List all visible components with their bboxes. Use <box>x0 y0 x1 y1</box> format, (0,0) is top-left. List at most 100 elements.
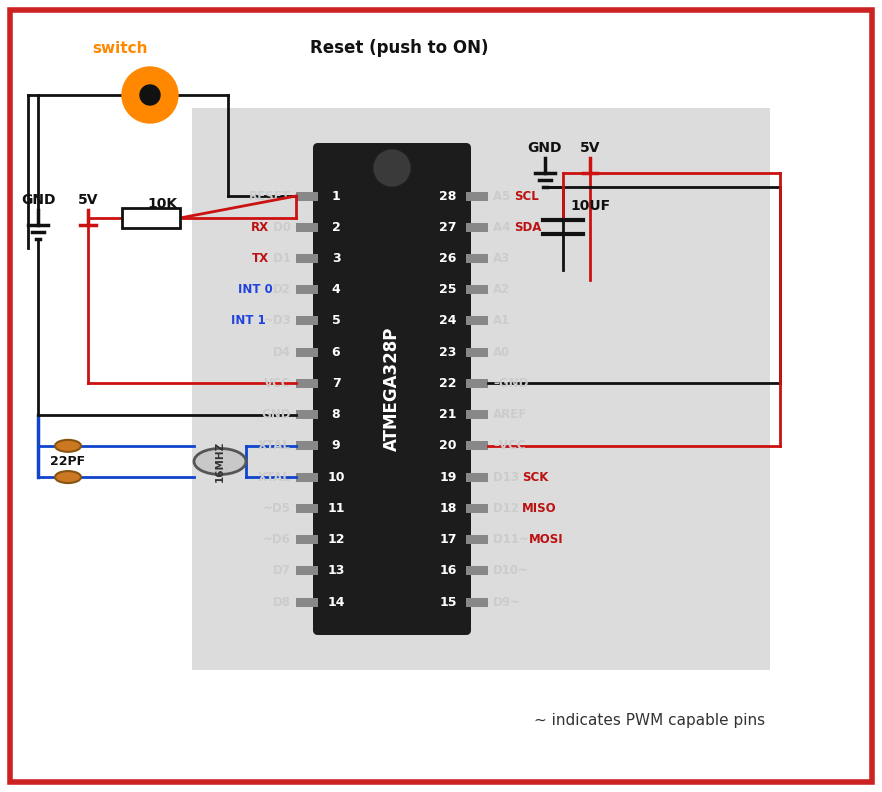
Circle shape <box>122 67 178 123</box>
Text: GND: GND <box>21 193 56 207</box>
Bar <box>296 348 318 356</box>
Text: TX: TX <box>252 252 269 265</box>
Text: GND: GND <box>261 408 291 421</box>
Bar <box>466 597 488 607</box>
Text: 18: 18 <box>439 502 457 515</box>
Text: ~D6: ~D6 <box>263 533 291 546</box>
Bar <box>466 285 488 294</box>
Bar <box>466 473 488 482</box>
Text: 11: 11 <box>327 502 345 515</box>
Text: 5V: 5V <box>579 141 601 155</box>
Text: 27: 27 <box>439 221 457 234</box>
Ellipse shape <box>55 471 81 483</box>
Circle shape <box>140 85 160 105</box>
Text: A2: A2 <box>493 284 511 296</box>
Text: D13: D13 <box>493 470 523 484</box>
Text: switch: switch <box>93 40 148 55</box>
Bar <box>296 192 318 200</box>
Text: A5: A5 <box>493 189 514 203</box>
Text: 25: 25 <box>439 284 457 296</box>
Text: 3: 3 <box>332 252 340 265</box>
Text: A4: A4 <box>493 221 514 234</box>
Bar <box>466 192 488 200</box>
Text: 5V: 5V <box>78 193 98 207</box>
Text: Reset (push to ON): Reset (push to ON) <box>310 39 489 57</box>
Bar <box>466 348 488 356</box>
Bar <box>192 108 770 670</box>
Text: 6: 6 <box>332 345 340 359</box>
Text: A3: A3 <box>493 252 511 265</box>
Text: ~D5: ~D5 <box>263 502 291 515</box>
Ellipse shape <box>194 448 246 474</box>
Bar <box>466 441 488 451</box>
Text: A0: A0 <box>493 345 511 359</box>
Text: 12: 12 <box>327 533 345 546</box>
Bar <box>296 473 318 482</box>
Text: 1: 1 <box>332 189 340 203</box>
Text: D7: D7 <box>273 564 291 577</box>
Text: D11~: D11~ <box>493 533 533 546</box>
Text: XTAL: XTAL <box>258 440 291 452</box>
Text: 21: 21 <box>439 408 457 421</box>
Text: D1: D1 <box>269 252 291 265</box>
Text: GND: GND <box>527 141 562 155</box>
Text: VCC: VCC <box>265 377 291 390</box>
Bar <box>466 223 488 232</box>
Text: AREF: AREF <box>493 408 527 421</box>
Bar <box>296 254 318 263</box>
Text: D8: D8 <box>273 596 291 608</box>
Text: 8: 8 <box>332 408 340 421</box>
Ellipse shape <box>55 440 81 452</box>
Text: ~ indicates PWM capable pins: ~ indicates PWM capable pins <box>534 713 766 728</box>
Bar <box>296 410 318 419</box>
Bar <box>466 317 488 326</box>
Bar <box>296 504 318 512</box>
Text: 16: 16 <box>439 564 457 577</box>
Text: 2: 2 <box>332 221 340 234</box>
Bar <box>466 566 488 575</box>
Text: MISO: MISO <box>522 502 557 515</box>
Text: 15: 15 <box>439 596 457 608</box>
Bar <box>296 317 318 326</box>
Text: D10~: D10~ <box>493 564 529 577</box>
Text: SCK: SCK <box>522 470 549 484</box>
Text: ~D3: ~D3 <box>263 314 291 327</box>
Text: 9: 9 <box>332 440 340 452</box>
Bar <box>296 441 318 451</box>
Text: A1: A1 <box>493 314 511 327</box>
Text: 10UF: 10UF <box>571 199 611 213</box>
Text: 22: 22 <box>439 377 457 390</box>
Text: MOSI: MOSI <box>529 533 564 546</box>
Bar <box>466 379 488 388</box>
Text: 10: 10 <box>327 470 345 484</box>
Text: 20: 20 <box>439 440 457 452</box>
Text: 14: 14 <box>327 596 345 608</box>
Text: 7: 7 <box>332 377 340 390</box>
Text: SDA: SDA <box>514 221 542 234</box>
Text: 24: 24 <box>439 314 457 327</box>
Bar <box>296 566 318 575</box>
Text: 4: 4 <box>332 284 340 296</box>
Text: 13: 13 <box>327 564 345 577</box>
Text: D4: D4 <box>273 345 291 359</box>
Text: –GND: –GND <box>493 377 528 390</box>
Text: 22PF: 22PF <box>50 455 86 468</box>
Circle shape <box>374 150 410 186</box>
Bar <box>466 410 488 419</box>
Bar <box>296 379 318 388</box>
Bar <box>296 597 318 607</box>
Bar <box>296 285 318 294</box>
Text: ATMEGA328P: ATMEGA328P <box>383 327 401 451</box>
FancyBboxPatch shape <box>313 143 471 635</box>
Text: D2: D2 <box>273 284 291 296</box>
Text: 26: 26 <box>439 252 457 265</box>
Text: 5: 5 <box>332 314 340 327</box>
Text: 19: 19 <box>439 470 457 484</box>
Bar <box>466 504 488 512</box>
Text: 23: 23 <box>439 345 457 359</box>
Text: 28: 28 <box>439 189 457 203</box>
Text: INT 0: INT 0 <box>238 284 277 296</box>
Text: XTAL: XTAL <box>258 470 291 484</box>
Text: 10K: 10K <box>147 197 177 211</box>
Text: RX: RX <box>251 221 269 234</box>
